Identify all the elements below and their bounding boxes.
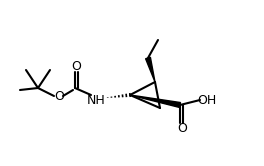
Text: O: O	[54, 89, 64, 102]
Text: NH: NH	[87, 93, 105, 107]
Text: O: O	[177, 123, 187, 135]
Text: OH: OH	[197, 93, 217, 107]
Polygon shape	[130, 95, 181, 107]
Text: O: O	[71, 59, 81, 73]
Polygon shape	[146, 57, 155, 82]
